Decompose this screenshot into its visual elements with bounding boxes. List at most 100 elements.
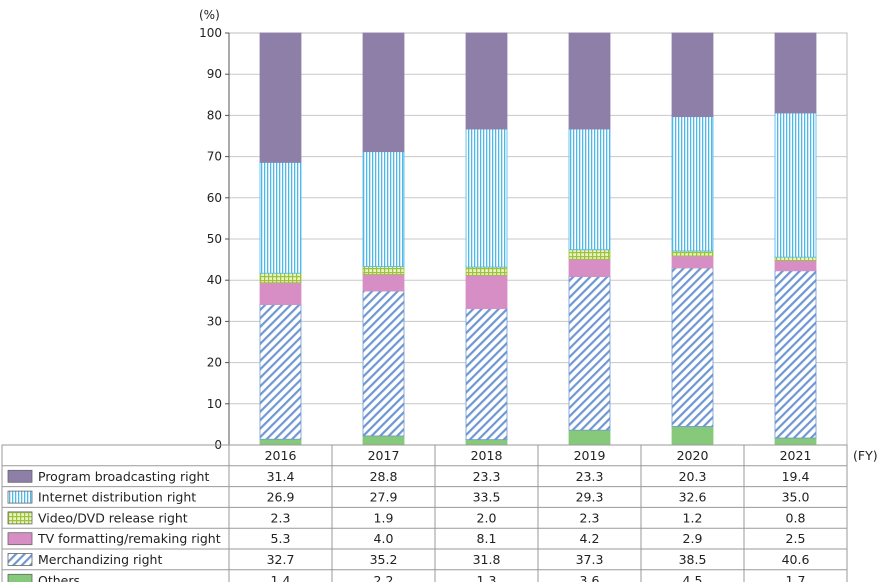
data-label-others-2021: 1.7 [786, 573, 806, 582]
bar-internet-distribution-right-2021 [774, 112, 817, 258]
legend-label-program-broadcasting-right: Program broadcasting right [38, 469, 209, 484]
data-label-internet-distribution-right-2019: 29.3 [576, 490, 604, 505]
bar-others-2020 [671, 426, 714, 446]
data-label-tv-formatting-remaking-right-2020: 2.9 [683, 531, 703, 546]
data-label-others-2017: 2.2 [374, 573, 394, 582]
data-label-program-broadcasting-right-2021: 19.4 [782, 469, 810, 484]
bar-merchandizing-right-2018 [465, 308, 508, 441]
legend-swatch-others [7, 573, 33, 582]
x-unit-label: (FY) [853, 448, 878, 463]
data-label-video-dvd-release-right-2017: 1.9 [374, 510, 394, 525]
data-label-tv-formatting-remaking-right-2019: 4.2 [580, 531, 600, 546]
legend-swatch-tv-formatting-remaking-right [7, 532, 33, 546]
legend-swatch-program-broadcasting-right [7, 469, 33, 483]
bar-tv-formatting-remaking-right-2016 [259, 282, 302, 305]
data-label-merchandizing-right-2016: 32.7 [267, 552, 295, 567]
data-label-video-dvd-release-right-2019: 2.3 [580, 510, 600, 525]
x-tick-label-2017: 2017 [368, 448, 400, 463]
y-tick-label-80: 80 [207, 108, 222, 122]
x-tick-label-2021: 2021 [780, 448, 812, 463]
legend-swatch-internet-distribution-right [7, 490, 33, 504]
x-tick-label-2020: 2020 [677, 448, 709, 463]
data-label-others-2020: 4.5 [683, 573, 703, 582]
data-label-video-dvd-release-right-2021: 0.8 [786, 510, 806, 525]
data-label-program-broadcasting-right-2019: 23.3 [576, 469, 604, 484]
bar-video-dvd-release-right-2017 [362, 266, 405, 275]
bar-merchandizing-right-2017 [362, 290, 405, 437]
bar-video-dvd-release-right-2020 [671, 250, 714, 257]
bar-video-dvd-release-right-2021 [774, 256, 817, 261]
bar-program-broadcasting-right-2019 [568, 32, 611, 130]
data-label-merchandizing-right-2020: 38.5 [679, 552, 707, 567]
legend-label-internet-distribution-right: Internet distribution right [38, 490, 196, 505]
y-tick-label-40: 40 [207, 273, 222, 287]
y-tick-label-20: 20 [207, 356, 222, 370]
bar-program-broadcasting-right-2020 [671, 32, 714, 118]
bar-merchandizing-right-2019 [568, 276, 611, 431]
legend-swatch-merchandizing-right [7, 553, 33, 566]
data-label-others-2018: 1.3 [477, 573, 497, 582]
legend-swatch-video-dvd-release-right [7, 511, 33, 525]
data-label-others-2016: 1.4 [271, 573, 291, 582]
legend-label-tv-formatting-remaking-right: TV formatting/remaking right [37, 531, 221, 546]
bar-program-broadcasting-right-2017 [362, 32, 405, 153]
y-tick-label-70: 70 [207, 150, 222, 164]
data-label-program-broadcasting-right-2016: 31.4 [267, 469, 295, 484]
data-label-tv-formatting-remaking-right-2018: 8.1 [477, 531, 497, 546]
bar-program-broadcasting-right-2016 [259, 32, 302, 163]
data-label-others-2019: 3.6 [580, 573, 600, 582]
x-tick-label-2019: 2019 [574, 448, 606, 463]
bar-video-dvd-release-right-2016 [259, 272, 302, 284]
y-tick-label-100: 100 [199, 26, 222, 40]
data-label-merchandizing-right-2019: 37.3 [576, 552, 604, 567]
data-label-program-broadcasting-right-2020: 20.3 [679, 469, 707, 484]
bar-others-2017 [362, 435, 405, 446]
data-label-tv-formatting-remaking-right-2016: 5.3 [271, 531, 291, 546]
bar-tv-formatting-remaking-right-2018 [465, 274, 508, 310]
data-label-merchandizing-right-2017: 35.2 [370, 552, 398, 567]
bar-internet-distribution-right-2016 [259, 161, 302, 274]
bar-internet-distribution-right-2020 [671, 116, 714, 252]
bar-video-dvd-release-right-2018 [465, 266, 508, 276]
y-unit-label: (%) [199, 8, 220, 22]
data-label-tv-formatting-remaking-right-2021: 2.5 [786, 531, 806, 546]
bar-others-2021 [774, 437, 817, 446]
x-tick-label-2016: 2016 [265, 448, 297, 463]
data-label-internet-distribution-right-2017: 27.9 [370, 490, 398, 505]
bar-video-dvd-release-right-2019 [568, 249, 611, 260]
bar-program-broadcasting-right-2021 [774, 32, 817, 114]
legend-label-merchandizing-right: Merchandizing right [38, 552, 162, 567]
data-label-video-dvd-release-right-2018: 2.0 [477, 510, 497, 525]
data-label-internet-distribution-right-2020: 32.6 [679, 490, 707, 505]
bar-merchandizing-right-2016 [259, 304, 302, 440]
bar-others-2018 [465, 439, 508, 446]
bar-others-2019 [568, 429, 611, 446]
bar-merchandizing-right-2020 [671, 267, 714, 427]
data-label-merchandizing-right-2018: 31.8 [473, 552, 501, 567]
data-label-internet-distribution-right-2016: 26.9 [267, 490, 295, 505]
data-label-program-broadcasting-right-2018: 23.3 [473, 469, 501, 484]
bar-program-broadcasting-right-2018 [465, 32, 508, 130]
data-label-merchandizing-right-2021: 40.6 [782, 552, 810, 567]
y-tick-label-90: 90 [207, 67, 222, 81]
bar-merchandizing-right-2021 [774, 270, 817, 439]
y-tick-label-30: 30 [207, 314, 222, 328]
y-tick-label-50: 50 [207, 232, 222, 246]
bar-tv-formatting-remaking-right-2019 [568, 258, 611, 277]
legend-label-video-dvd-release-right: Video/DVD release right [38, 510, 188, 525]
bar-tv-formatting-remaking-right-2021 [774, 260, 817, 272]
bar-internet-distribution-right-2019 [568, 128, 611, 251]
data-label-tv-formatting-remaking-right-2017: 4.0 [374, 531, 394, 546]
legend-label-others: Others [38, 573, 80, 582]
y-tick-label-60: 60 [207, 191, 222, 205]
data-label-internet-distribution-right-2018: 33.5 [473, 490, 501, 505]
data-label-program-broadcasting-right-2017: 28.8 [370, 469, 398, 484]
bar-internet-distribution-right-2018 [465, 128, 508, 268]
y-tick-label-10: 10 [207, 397, 222, 411]
bar-internet-distribution-right-2017 [362, 151, 405, 268]
bar-tv-formatting-remaking-right-2020 [671, 255, 714, 269]
bar-tv-formatting-remaking-right-2017 [362, 274, 405, 292]
x-tick-label-2018: 2018 [471, 448, 503, 463]
